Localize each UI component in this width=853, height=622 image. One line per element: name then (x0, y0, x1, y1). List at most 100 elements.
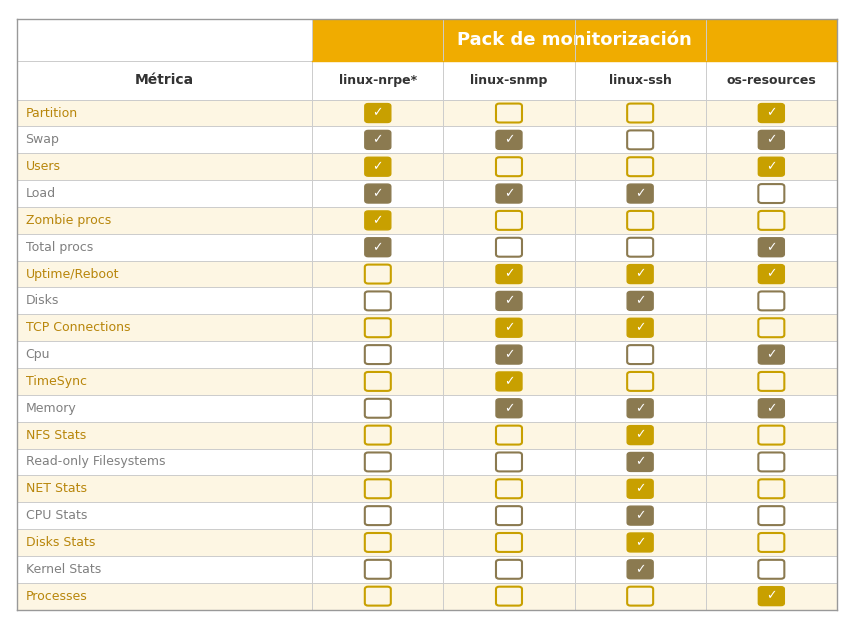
Bar (17, 61, 836, 100)
FancyBboxPatch shape (364, 318, 391, 337)
Bar (17, 287, 836, 314)
Text: ✓: ✓ (372, 160, 383, 173)
Bar (17, 556, 836, 583)
FancyBboxPatch shape (757, 131, 783, 149)
FancyBboxPatch shape (364, 587, 391, 606)
FancyBboxPatch shape (496, 318, 521, 337)
FancyBboxPatch shape (364, 104, 391, 123)
FancyBboxPatch shape (496, 452, 521, 471)
FancyBboxPatch shape (757, 452, 783, 471)
FancyBboxPatch shape (626, 399, 653, 418)
Text: ✓: ✓ (634, 536, 645, 549)
FancyBboxPatch shape (757, 184, 783, 203)
Text: NFS Stats: NFS Stats (26, 429, 86, 442)
Point (831, 57, 841, 65)
Text: Uptime/Reboot: Uptime/Reboot (26, 267, 119, 281)
Text: NET Stats: NET Stats (26, 482, 86, 495)
FancyBboxPatch shape (496, 587, 521, 606)
Text: Pack de monitorización: Pack de monitorización (456, 31, 691, 49)
Text: ✓: ✓ (372, 106, 383, 119)
FancyBboxPatch shape (757, 480, 783, 498)
FancyBboxPatch shape (757, 560, 783, 578)
Text: Swap: Swap (26, 133, 60, 146)
Text: Disks: Disks (26, 294, 59, 307)
Text: ✓: ✓ (765, 241, 775, 254)
FancyBboxPatch shape (496, 345, 521, 364)
Text: Processes: Processes (26, 590, 87, 603)
Text: ✓: ✓ (372, 133, 383, 146)
Bar (17, 180, 836, 207)
Text: Disks Stats: Disks Stats (26, 536, 95, 549)
FancyBboxPatch shape (496, 131, 521, 149)
Text: ✓: ✓ (765, 267, 775, 281)
Text: Partition: Partition (26, 106, 78, 119)
FancyBboxPatch shape (364, 425, 391, 445)
FancyBboxPatch shape (364, 264, 391, 284)
FancyBboxPatch shape (364, 372, 391, 391)
FancyBboxPatch shape (496, 104, 521, 123)
Text: ✓: ✓ (634, 294, 645, 307)
Bar (17, 395, 836, 422)
FancyBboxPatch shape (626, 104, 653, 123)
FancyBboxPatch shape (626, 506, 653, 525)
Text: ✓: ✓ (503, 187, 514, 200)
FancyBboxPatch shape (757, 238, 783, 257)
Text: Métrica: Métrica (135, 73, 194, 88)
Text: ✓: ✓ (634, 402, 645, 415)
FancyBboxPatch shape (757, 506, 783, 525)
FancyBboxPatch shape (364, 345, 391, 364)
FancyBboxPatch shape (757, 399, 783, 418)
Text: ✓: ✓ (634, 563, 645, 576)
Text: ✓: ✓ (765, 106, 775, 119)
Text: TimeSync: TimeSync (26, 375, 86, 388)
FancyBboxPatch shape (364, 157, 391, 176)
FancyBboxPatch shape (626, 238, 653, 257)
FancyBboxPatch shape (496, 264, 521, 284)
FancyBboxPatch shape (626, 425, 653, 445)
Text: ✓: ✓ (503, 294, 514, 307)
Text: ✓: ✓ (503, 375, 514, 388)
FancyBboxPatch shape (496, 211, 521, 230)
FancyBboxPatch shape (757, 157, 783, 176)
FancyBboxPatch shape (626, 157, 653, 176)
Text: ✓: ✓ (372, 187, 383, 200)
FancyBboxPatch shape (364, 211, 391, 230)
FancyBboxPatch shape (364, 480, 391, 498)
Text: ✓: ✓ (765, 590, 775, 603)
FancyBboxPatch shape (496, 157, 521, 176)
Text: ✓: ✓ (634, 267, 645, 281)
Bar (17, 475, 836, 502)
FancyBboxPatch shape (626, 587, 653, 606)
Text: Memory: Memory (26, 402, 76, 415)
Bar (17, 234, 836, 261)
FancyBboxPatch shape (496, 425, 521, 445)
FancyBboxPatch shape (364, 292, 391, 310)
FancyBboxPatch shape (364, 452, 391, 471)
Text: ✓: ✓ (634, 187, 645, 200)
Text: ✓: ✓ (634, 429, 645, 442)
Text: linux-nrpe*: linux-nrpe* (339, 74, 416, 87)
FancyBboxPatch shape (757, 104, 783, 123)
Text: ✓: ✓ (503, 321, 514, 334)
Bar (17, 314, 836, 341)
FancyBboxPatch shape (626, 533, 653, 552)
Text: ✓: ✓ (372, 241, 383, 254)
FancyBboxPatch shape (364, 560, 391, 578)
Bar (312, 19, 836, 61)
Text: ✓: ✓ (634, 482, 645, 495)
Text: linux-ssh: linux-ssh (608, 74, 670, 87)
FancyBboxPatch shape (757, 211, 783, 230)
Text: ✓: ✓ (765, 160, 775, 173)
FancyBboxPatch shape (626, 372, 653, 391)
FancyBboxPatch shape (364, 506, 391, 525)
Text: ✓: ✓ (634, 509, 645, 522)
FancyBboxPatch shape (757, 318, 783, 337)
Bar (17, 448, 836, 475)
Text: ✓: ✓ (503, 348, 514, 361)
FancyBboxPatch shape (364, 238, 391, 257)
Bar (17, 341, 836, 368)
Bar (17, 153, 836, 180)
FancyBboxPatch shape (626, 480, 653, 498)
Text: ✓: ✓ (765, 402, 775, 415)
Text: linux-snmp: linux-snmp (470, 74, 547, 87)
